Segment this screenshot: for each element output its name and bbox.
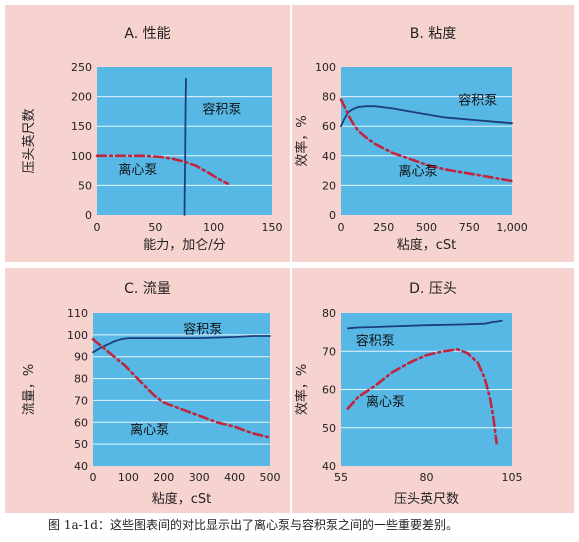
y-tick-label: 70	[74, 394, 88, 407]
y-tick-label: 110	[67, 307, 88, 320]
y-axis-label: 效率，%	[294, 364, 310, 415]
panel-a: A. 性能 0 50 100 150 200 250 0 50 100 150 能力，加仑/分 压头英…	[5, 5, 290, 262]
y-tick-label: 50	[78, 179, 92, 192]
y-axis-label: 压头英尺数	[22, 108, 37, 173]
x-tick-label: 1,000	[496, 221, 528, 234]
y-tick-label: 40	[322, 460, 336, 473]
y-tick-label: 40	[322, 150, 336, 163]
y-tick-label: 250	[71, 61, 92, 74]
y-tick-label: 80	[322, 91, 336, 104]
series-annotation: 离心泵	[118, 162, 157, 178]
centrifugal-pump-line	[339, 98, 514, 183]
y-tick-label: 20	[322, 179, 336, 192]
y-tick-label: 150	[71, 120, 92, 133]
centrifugal-pump-line	[95, 154, 229, 185]
x-tick-label: 50	[148, 221, 162, 234]
x-tick-label: 100	[203, 221, 224, 234]
x-axis-label: 压头英尺数	[394, 492, 459, 507]
y-tick-label: 60	[322, 384, 336, 397]
figure-caption: 图 1a-1d：这些图表间的对比显示出了离心泵与容积泵之间的一些重要差别。	[48, 518, 458, 532]
y-tick-label: 80	[322, 307, 336, 320]
x-tick-label: 300	[189, 471, 210, 484]
x-tick-label: 105	[502, 471, 523, 484]
pd-pump-line	[183, 77, 187, 216]
x-tick-label: 400	[224, 471, 245, 484]
y-tick-label: 100	[315, 61, 336, 74]
chart-a: 0 50 100 150 200 250 0 50 100 150 能力，加仑/分 压头英尺数 容积泵离…	[22, 61, 283, 253]
plot-area	[341, 67, 512, 215]
series-annotation: 容积泵	[202, 101, 241, 117]
x-tick-label: 55	[334, 471, 348, 484]
pd-pump-line	[340, 105, 513, 128]
x-tick-label: 80	[420, 471, 434, 484]
y-tick-label: 60	[322, 120, 336, 133]
pd-pump-line	[92, 335, 271, 354]
x-tick-label: 500	[260, 471, 281, 484]
x-tick-label: 200	[153, 471, 174, 484]
series-annotation: 离心泵	[398, 164, 437, 180]
panel-c: C. 流量 40 50 60 70 80 90 100 110 0 100 200 300 400 500…	[5, 268, 290, 513]
x-axis-label: 粘度，cSt	[152, 491, 212, 507]
y-tick-label: 40	[74, 460, 88, 473]
x-tick-label: 0	[90, 471, 97, 484]
y-tick-label: 60	[74, 416, 88, 429]
centrifugal-pump-line	[91, 337, 272, 439]
y-tick-label: 0	[85, 209, 92, 222]
x-tick-label: 500	[416, 221, 437, 234]
y-tick-label: 200	[71, 91, 92, 104]
series-annotation: 容积泵	[356, 333, 395, 349]
chart-b: 0 20 40 60 80 100 0 250 500 750 1,000 粘度，cSt 效率，% 容积泵…	[294, 61, 528, 253]
panel-d: D. 压头 40 50 60 70 80 55 80 105 压头英尺数 效率，% 容积泵离心泵	[292, 268, 574, 513]
x-tick-label: 750	[459, 221, 480, 234]
centrifugal-pump-line	[346, 348, 498, 445]
y-tick-label: 80	[74, 373, 88, 386]
y-tick-label: 0	[329, 209, 336, 222]
x-tick-label: 0	[94, 221, 101, 234]
chart-title: B. 粘度	[409, 26, 457, 42]
chart-title: D. 压头	[409, 281, 457, 297]
series-annotation: 离心泵	[130, 422, 169, 438]
y-tick-label: 70	[322, 345, 336, 358]
series-annotation: 容积泵	[458, 93, 497, 109]
y-axis-label: 效率，%	[294, 115, 310, 166]
x-axis-label: 能力，加仑/分	[143, 238, 225, 253]
x-axis-label: 粘度，cSt	[397, 237, 457, 253]
panel-b: B. 粘度 0 20 40 60 80 100 0 250 500 750 1,000 粘度，cSt 效…	[292, 5, 574, 262]
y-tick-label: 100	[71, 150, 92, 163]
y-tick-label: 50	[74, 438, 88, 451]
series-annotation: 离心泵	[366, 394, 405, 410]
chart-c: 40 50 60 70 80 90 100 110 0 100 200 300 400 500 粘度，cSt…	[22, 307, 281, 507]
y-axis-label: 流量，%	[22, 364, 37, 415]
chart-title: C. 流量	[124, 281, 171, 297]
series-annotation: 容积泵	[183, 321, 222, 337]
x-tick-label: 150	[262, 221, 283, 234]
x-tick-label: 250	[373, 221, 394, 234]
chart-title: A. 性能	[124, 26, 171, 42]
pd-pump-line	[346, 319, 503, 330]
x-tick-label: 0	[338, 221, 345, 234]
x-tick-label: 100	[118, 471, 139, 484]
y-tick-label: 100	[67, 329, 88, 342]
y-tick-label: 50	[322, 422, 336, 435]
y-tick-label: 90	[74, 351, 88, 364]
